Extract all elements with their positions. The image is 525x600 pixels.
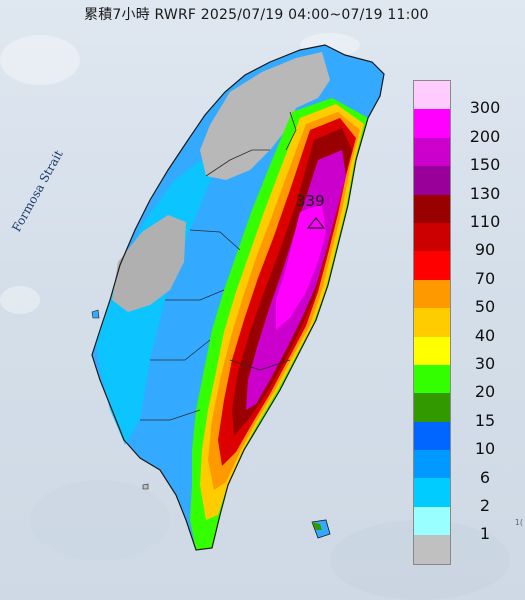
legend-label: 110 (469, 212, 501, 231)
legend-swatch (414, 308, 450, 337)
legend-swatch (414, 421, 450, 451)
legend-swatch (414, 137, 450, 167)
legend-label: 300 (469, 98, 501, 118)
legend-label: 2 (479, 496, 491, 515)
legend-swatch (414, 478, 450, 507)
island-outline (91, 44, 385, 551)
legend-swatch (414, 251, 450, 280)
legend-swatch (414, 364, 450, 394)
legend-label: 10 (474, 439, 496, 459)
rain-zone-central-gray (112, 215, 186, 312)
max-rainfall-marker-icon (306, 217, 326, 229)
penghu-islet (91, 309, 100, 319)
legend-label: 40 (474, 325, 496, 345)
legend-swatch (414, 81, 450, 110)
rain-zone-north-gray (200, 52, 330, 180)
legend-label: 20 (474, 382, 496, 402)
max-rainfall-value: 339 (296, 192, 325, 210)
legend-swatch (414, 450, 450, 479)
rain-zone-purple (276, 204, 326, 330)
legend-swatch (414, 109, 450, 138)
county-boundaries (140, 111, 297, 421)
color-legend (413, 80, 451, 565)
legend-swatch (414, 194, 450, 223)
map-title: 累積7小時 RWRF 2025/07/19 04:00~07/19 11:00 (84, 7, 429, 23)
legend-swatch (414, 222, 450, 252)
legend-swatch (414, 336, 450, 365)
legend-label: 70 (474, 268, 496, 288)
edge-mark: 1( (514, 518, 523, 527)
legend-swatch (414, 393, 450, 422)
legend-swatch (414, 506, 450, 536)
orchid-island (312, 522, 322, 530)
legend-label: 1 (479, 524, 491, 544)
legend-label: 90 (474, 240, 496, 260)
legend-label: 130 (469, 183, 501, 203)
legend-label: 6 (479, 467, 491, 487)
legend-label: 30 (474, 354, 496, 373)
legend-label: 15 (474, 410, 496, 430)
legend-swatch (414, 279, 450, 309)
legend-label: 150 (469, 155, 501, 175)
legend-swatch (414, 535, 450, 564)
legend-swatch (414, 166, 450, 195)
legend-label: 200 (469, 126, 501, 146)
legend-label: 50 (474, 297, 496, 317)
liuqiu-islet (142, 483, 149, 490)
